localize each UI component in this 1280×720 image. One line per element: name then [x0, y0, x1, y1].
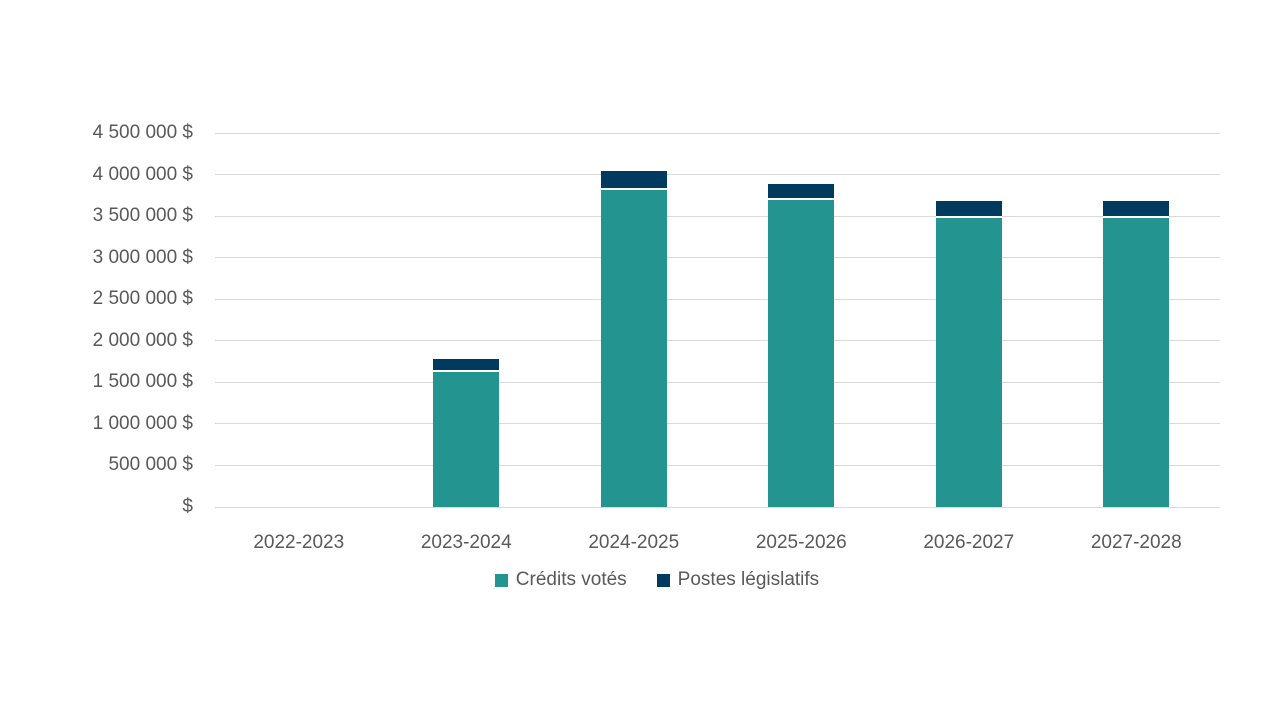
- bar-segment-postes-legislatifs: [600, 171, 667, 190]
- y-axis-tick-label: 1 500 000 $: [92, 371, 193, 393]
- gridline: [215, 464, 1220, 466]
- gridline: [215, 423, 1220, 425]
- bar-segment-credits-votes: [935, 217, 1002, 507]
- y-axis-tick-label: 4 500 000 $: [92, 122, 193, 143]
- bar-2025-2026: [768, 183, 835, 507]
- x-axis-tick-label: 2022-2023: [253, 532, 345, 553]
- gridline: [215, 174, 1220, 176]
- x-axis-tick-label: 2025-2026: [755, 532, 847, 553]
- x-axis-tick-label: 2024-2025: [588, 532, 680, 553]
- bar-segment-postes-legislatifs: [935, 201, 1002, 218]
- bar-2026-2027: [935, 201, 1002, 507]
- bar-segment-postes-legislatifs: [768, 183, 835, 201]
- y-axis-tick-label: 3 500 000 $: [92, 205, 193, 227]
- gridline: [215, 340, 1220, 342]
- legend-item: Postes législatifs: [656, 569, 820, 591]
- x-axis-tick-label: 2026-2027: [923, 532, 1015, 553]
- legend: Crédits votés Postes législatifs: [17, 569, 1280, 591]
- legend-swatch-icon: [494, 573, 508, 587]
- gridline: [215, 132, 1220, 134]
- gridline: [215, 506, 1220, 508]
- bar-segment-credits-votes: [433, 372, 500, 507]
- y-axis-tick-label: 500 000 $: [108, 454, 193, 476]
- x-axis-tick-label: 2023-2024: [420, 532, 512, 553]
- legend-label: Postes législatifs: [677, 569, 820, 590]
- bar-segment-postes-legislatifs: [433, 359, 500, 373]
- y-axis-tick-label: 4 000 000 $: [92, 163, 193, 185]
- bar-2024-2025: [600, 171, 667, 507]
- gridline: [215, 298, 1220, 300]
- y-axis-tick-label: $: [182, 496, 193, 517]
- gridline: [215, 257, 1220, 259]
- y-axis-tick-label: 2 000 000 $: [92, 329, 193, 351]
- bar-segment-credits-votes: [1103, 217, 1170, 507]
- bar-2023-2024: [433, 359, 500, 507]
- bar-2027-2028: [1103, 201, 1170, 507]
- x-axis-tick-label: 2027-2028: [1090, 532, 1182, 553]
- y-axis-tick-label: 3 000 000 $: [92, 246, 193, 268]
- legend-item: Crédits votés: [494, 569, 627, 591]
- gridline: [215, 215, 1220, 217]
- legend-label: Crédits votés: [515, 569, 627, 590]
- bar-segment-postes-legislatifs: [1103, 201, 1170, 218]
- bar-segment-credits-votes: [768, 200, 835, 507]
- legend-swatch-icon: [656, 573, 670, 587]
- y-axis-tick-label: 2 500 000 $: [92, 288, 193, 310]
- y-axis-tick-label: 1 000 000 $: [92, 412, 193, 434]
- bar-segment-credits-votes: [600, 189, 667, 507]
- gridline: [215, 381, 1220, 383]
